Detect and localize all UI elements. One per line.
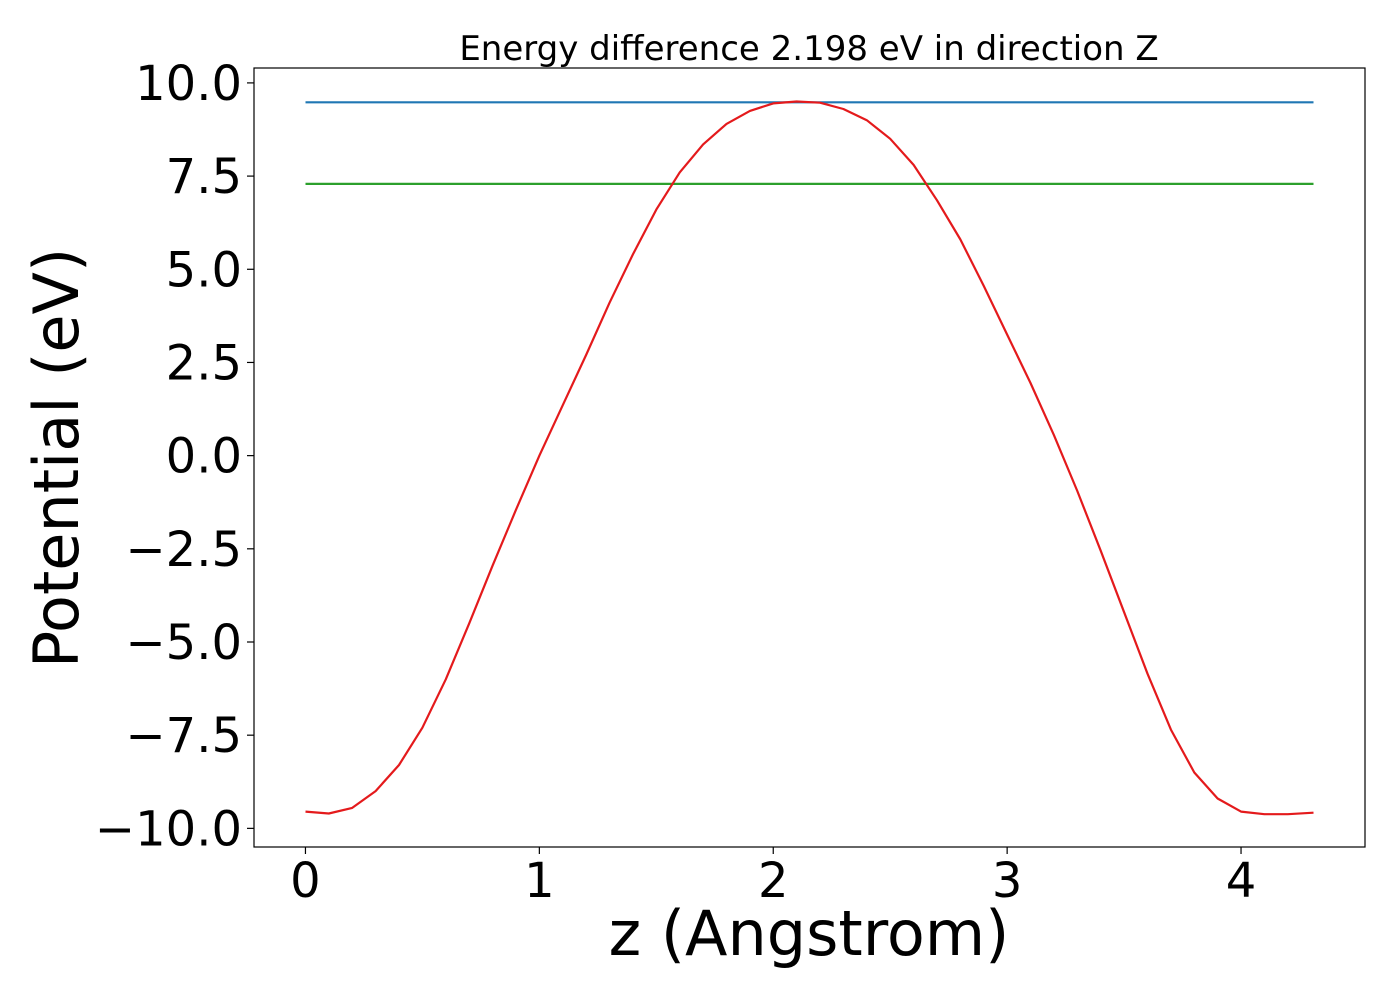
- y-tick-label: 7.5: [166, 149, 242, 205]
- y-tick-label: 10.0: [135, 56, 242, 112]
- y-tick-label: 0.0: [166, 429, 242, 485]
- x-axis-label: z (Angstrom): [609, 897, 1010, 970]
- chart-title: Energy difference 2.198 eV in direction …: [459, 29, 1158, 69]
- y-tick-label: −10.0: [95, 801, 242, 857]
- plot-frame: [253, 67, 1366, 848]
- y-axis: 10.0 7.5 5.0 2.5 0.0 −2.5 −5.0 −7.5 −10.0: [95, 56, 254, 857]
- y-tick-label: 5.0: [166, 242, 242, 298]
- x-tick-label: 1: [524, 853, 555, 909]
- y-tick-label: 2.5: [166, 335, 242, 391]
- series-layer: [305, 100, 1314, 816]
- x-tick-label: 4: [1226, 853, 1257, 909]
- y-tick-label: −7.5: [125, 708, 242, 764]
- series-line-3: [305, 100, 1314, 816]
- y-tick-label: −5.0: [125, 615, 242, 671]
- x-tick-label: 0: [290, 853, 321, 909]
- x-axis: 0 1 2 3 4: [290, 847, 1256, 909]
- y-axis-label: Potential (eV): [20, 248, 93, 668]
- x-tick-label: 3: [992, 853, 1023, 909]
- y-tick-label: −2.5: [125, 522, 242, 578]
- x-tick-label: 2: [758, 853, 789, 909]
